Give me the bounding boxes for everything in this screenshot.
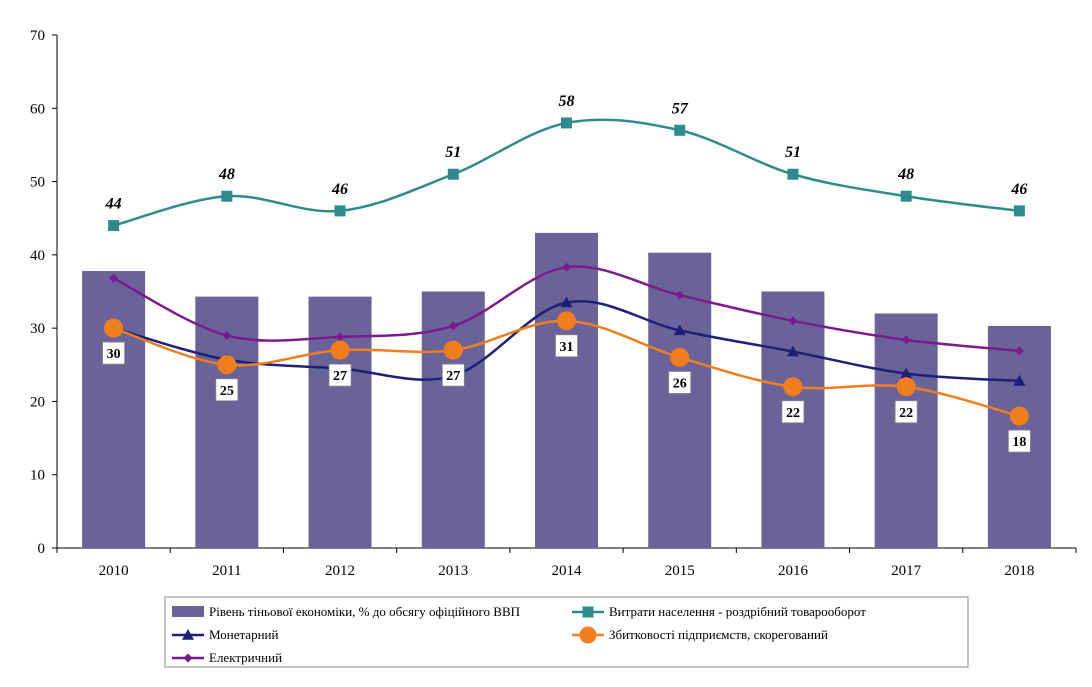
data-label-box: [328, 363, 352, 387]
series-point: [221, 190, 233, 202]
series-point: [104, 318, 124, 338]
x-tick-label: 2016: [778, 563, 809, 579]
series-point: [901, 335, 911, 345]
data-label: 18: [1012, 435, 1026, 450]
series-point: [108, 220, 120, 232]
series-point: [447, 168, 459, 180]
series-point: [1013, 374, 1026, 386]
series-point: [448, 321, 458, 331]
series-point: [783, 377, 803, 397]
series-point: [562, 262, 571, 272]
y-tick-label: 70: [30, 28, 45, 44]
x-tick-label: 2010: [99, 563, 129, 579]
series-point: [330, 340, 350, 360]
data-label-box: [894, 400, 918, 424]
series-point: [1009, 406, 1029, 426]
series-point: [673, 324, 686, 336]
series-point: [675, 290, 685, 300]
series-point: [334, 205, 346, 217]
x-tick-label: 2014: [552, 563, 583, 579]
series-point: [561, 117, 572, 129]
data-label: 31: [560, 340, 574, 355]
data-label: 58: [559, 93, 575, 110]
y-tick-label: 60: [30, 101, 45, 117]
series-point: [900, 190, 912, 202]
series-point: [787, 168, 799, 180]
legend-swatch: [172, 606, 204, 617]
data-label: 46: [1010, 181, 1027, 198]
y-tick-label: 40: [30, 248, 45, 264]
data-label: 26: [673, 376, 687, 391]
bar: [421, 291, 485, 548]
legend-label: Витрати населення - роздрібний товарообо…: [609, 604, 866, 619]
x-tick-label: 2012: [325, 563, 355, 579]
data-label: 51: [785, 144, 801, 161]
series-point: [674, 124, 686, 136]
legend-marker: [182, 629, 194, 640]
bar: [535, 232, 598, 548]
data-label-box: [215, 378, 239, 402]
data-label-box: [668, 371, 692, 394]
x-tick-label: 2018: [1004, 563, 1034, 579]
series-point: [557, 311, 576, 331]
series-point: [896, 377, 916, 397]
data-label: 27: [446, 369, 460, 384]
legend-label: Рівень тіньової економіки, % до обсягу о…: [209, 604, 520, 619]
data-label-box: [441, 363, 465, 387]
x-tick-label: 2015: [665, 563, 695, 579]
legend-label: Електричний: [209, 650, 282, 665]
series-point: [786, 345, 799, 357]
bar: [648, 252, 712, 548]
series-point: [1013, 205, 1025, 217]
data-label: 22: [786, 406, 800, 421]
x-tick-label: 2011: [212, 563, 241, 579]
series-point: [217, 355, 237, 375]
series-point: [788, 316, 798, 326]
legend-marker: [579, 626, 597, 644]
x-tick-label: 2017: [891, 563, 922, 579]
series-point: [222, 330, 232, 340]
y-tick-label: 30: [30, 321, 45, 337]
data-label: 30: [107, 347, 121, 362]
data-label: 25: [220, 384, 234, 399]
series-point: [335, 332, 345, 342]
data-label: 46: [331, 181, 348, 198]
series-point: [1014, 346, 1024, 356]
legend-box: [164, 596, 969, 668]
y-tick-label: 0: [38, 541, 46, 557]
series-line: [113, 118, 1020, 227]
legend-marker: [183, 653, 193, 663]
y-tick-label: 10: [30, 468, 45, 484]
legend-marker: [582, 606, 594, 618]
series-point: [443, 340, 463, 360]
bar: [874, 313, 938, 548]
data-label: 57: [672, 100, 689, 117]
series-point: [900, 367, 913, 379]
y-tick-label: 20: [30, 394, 45, 410]
legend-label: Монетарний: [209, 627, 278, 642]
legend-label: Збитковості підприємств, скорегований: [609, 627, 828, 642]
data-label: 22: [899, 406, 913, 421]
series-point: [109, 273, 119, 283]
data-label: 48: [897, 166, 914, 183]
data-label-box: [781, 400, 805, 424]
series-point: [670, 347, 690, 367]
data-label: 44: [105, 196, 122, 213]
data-label: 48: [218, 166, 235, 183]
data-label-box: [102, 341, 126, 365]
data-label: 27: [333, 369, 347, 384]
data-label-box: [555, 334, 578, 358]
data-label: 51: [445, 144, 461, 161]
series-point: [560, 296, 573, 308]
y-tick-label: 50: [30, 175, 45, 191]
data-label-box: [1007, 429, 1031, 453]
x-tick-label: 2013: [438, 563, 468, 579]
bar: [82, 270, 146, 548]
